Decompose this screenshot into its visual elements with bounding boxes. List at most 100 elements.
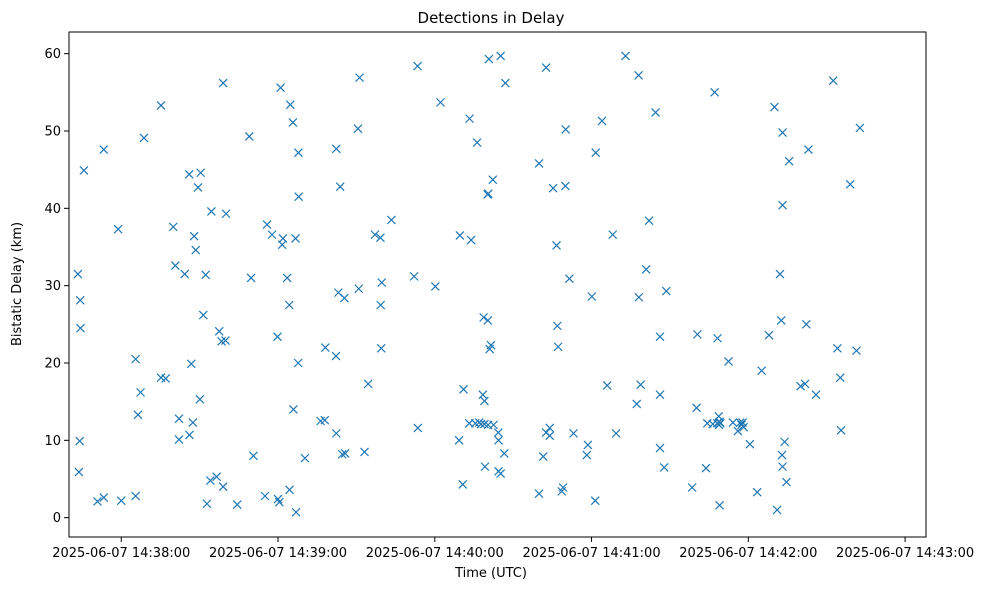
data-point — [483, 316, 493, 325]
data-point — [79, 166, 89, 175]
data-point — [221, 336, 230, 345]
x-axis: 2025-06-07 14:38:00 2025-06-07 14:39:00 20… — [52, 537, 974, 561]
data-point — [710, 87, 720, 97]
data-point — [206, 206, 216, 216]
data-point — [770, 102, 779, 112]
data-point — [545, 431, 555, 441]
data-point — [803, 145, 813, 154]
data-point — [493, 428, 503, 438]
data-point — [260, 491, 270, 501]
data-point — [757, 366, 767, 376]
data-point — [293, 358, 303, 368]
data-point — [340, 449, 350, 458]
data-point — [534, 489, 544, 499]
data-point — [558, 483, 568, 492]
data-point — [687, 483, 697, 492]
data-point — [713, 333, 722, 343]
data-point — [360, 447, 369, 457]
data-point — [552, 321, 562, 331]
data-point — [133, 410, 143, 420]
data-point — [836, 425, 846, 435]
data-point — [569, 428, 578, 438]
data-point — [156, 101, 166, 110]
data-point — [800, 379, 810, 389]
y-axis: 0 10 20 30 40 50 60 — [44, 47, 69, 526]
data-point — [136, 387, 146, 397]
data-point — [479, 312, 489, 322]
data-point — [294, 192, 304, 202]
data-point — [191, 245, 201, 255]
y-tick-label: 30 — [44, 279, 61, 294]
data-point — [538, 452, 548, 461]
data-point — [131, 354, 141, 364]
data-point — [249, 451, 258, 461]
data-point — [778, 128, 787, 137]
data-point — [288, 118, 298, 127]
data-point — [413, 423, 423, 433]
chart-title: Detections in Delay — [418, 9, 565, 27]
data-point — [455, 230, 465, 240]
data-point — [466, 235, 476, 245]
data-point — [339, 293, 349, 303]
data-point — [590, 496, 600, 506]
data-point — [480, 419, 489, 429]
data-point — [737, 420, 746, 430]
data-point — [75, 436, 85, 446]
data-point — [733, 426, 743, 436]
y-tick-label: 10 — [44, 434, 61, 449]
data-point — [835, 373, 845, 383]
data-point — [174, 414, 184, 424]
data-point — [262, 220, 272, 229]
data-point — [608, 230, 618, 240]
y-tick-label: 50 — [44, 124, 61, 139]
data-point — [289, 404, 298, 414]
data-point — [353, 124, 363, 134]
data-point — [621, 51, 630, 61]
data-point — [659, 462, 669, 472]
data-point — [476, 419, 486, 429]
data-point — [801, 319, 811, 329]
data-point — [776, 316, 786, 325]
data-point — [246, 273, 256, 283]
data-point — [636, 380, 646, 390]
y-tick-label: 60 — [44, 47, 61, 62]
data-point — [752, 487, 762, 497]
data-point — [293, 148, 303, 158]
data-point — [195, 394, 205, 404]
data-point — [337, 449, 347, 459]
data-point — [778, 462, 787, 472]
data-point — [174, 435, 184, 444]
data-point — [811, 390, 821, 400]
data-point — [728, 418, 738, 427]
data-point — [775, 269, 785, 279]
data-point — [244, 131, 254, 141]
data-point — [655, 332, 665, 342]
data-point — [386, 215, 396, 225]
data-point — [291, 507, 301, 517]
x-tick-label: 2025-06-07 14:39:00 — [209, 546, 347, 561]
data-point — [480, 462, 490, 472]
data-point — [73, 269, 83, 279]
x-tick-label: 2025-06-07 14:40:00 — [366, 546, 504, 561]
data-point — [186, 359, 196, 369]
data-point — [93, 497, 102, 506]
x-tick-label: 2025-06-07 14:41:00 — [523, 546, 661, 561]
data-point — [131, 491, 141, 501]
data-point — [715, 500, 725, 510]
data-point — [777, 450, 787, 460]
data-point — [634, 292, 644, 302]
data-point — [285, 100, 295, 110]
data-point — [214, 326, 224, 336]
data-point — [436, 97, 445, 107]
data-point — [480, 396, 489, 406]
data-point — [655, 390, 665, 400]
data-point — [552, 241, 561, 250]
data-point — [472, 138, 482, 148]
data-point — [218, 482, 228, 492]
data-point — [655, 443, 665, 453]
x-tick-label: 2025-06-07 14:42:00 — [679, 546, 817, 561]
data-point — [454, 435, 464, 445]
data-point — [602, 380, 612, 390]
y-tick-label: 0 — [53, 511, 61, 526]
data-point — [300, 453, 310, 463]
